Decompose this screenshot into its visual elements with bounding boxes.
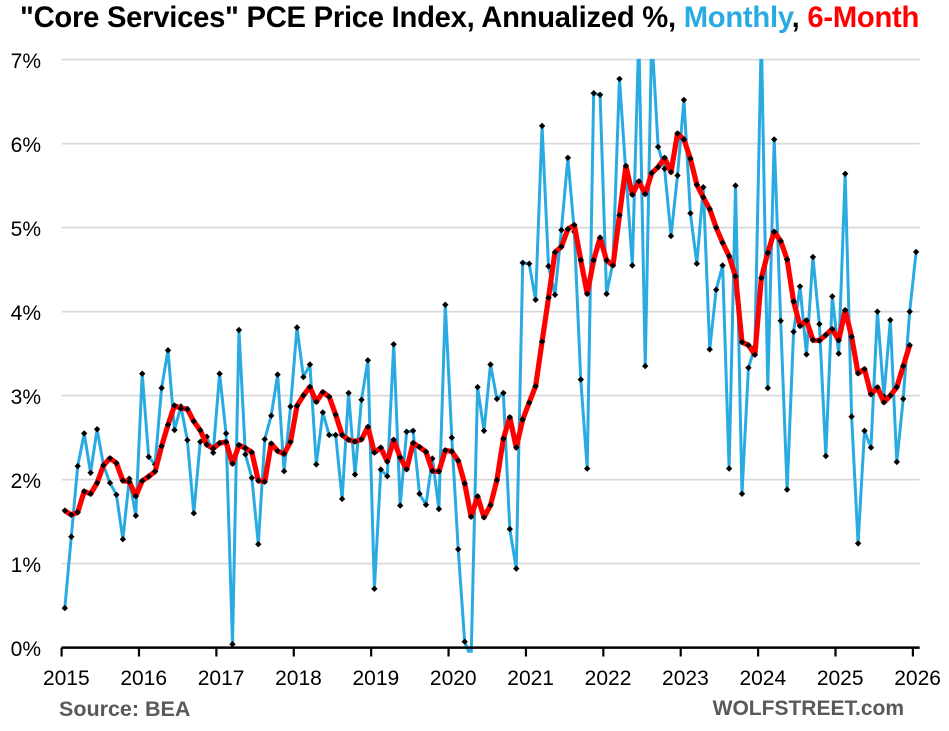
svg-text:2026: 2026 [894, 667, 941, 690]
svg-text:2018: 2018 [275, 667, 322, 690]
svg-text:2017: 2017 [198, 667, 245, 690]
svg-text:2023: 2023 [662, 667, 709, 690]
svg-text:2%: 2% [11, 470, 41, 493]
svg-text:1%: 1% [11, 554, 41, 577]
svg-text:3%: 3% [11, 386, 41, 409]
svg-text:2022: 2022 [585, 667, 632, 690]
svg-text:4%: 4% [11, 302, 41, 325]
svg-text:2024: 2024 [739, 667, 786, 690]
svg-text:5%: 5% [11, 218, 41, 241]
svg-text:2016: 2016 [120, 667, 167, 690]
svg-text:2015: 2015 [43, 667, 90, 690]
svg-text:6%: 6% [11, 134, 41, 157]
svg-text:2025: 2025 [817, 667, 864, 690]
svg-text:2021: 2021 [507, 667, 554, 690]
svg-text:2019: 2019 [353, 667, 400, 690]
svg-text:2020: 2020 [430, 667, 477, 690]
svg-text:0%: 0% [11, 638, 41, 661]
svg-text:7%: 7% [11, 50, 41, 73]
